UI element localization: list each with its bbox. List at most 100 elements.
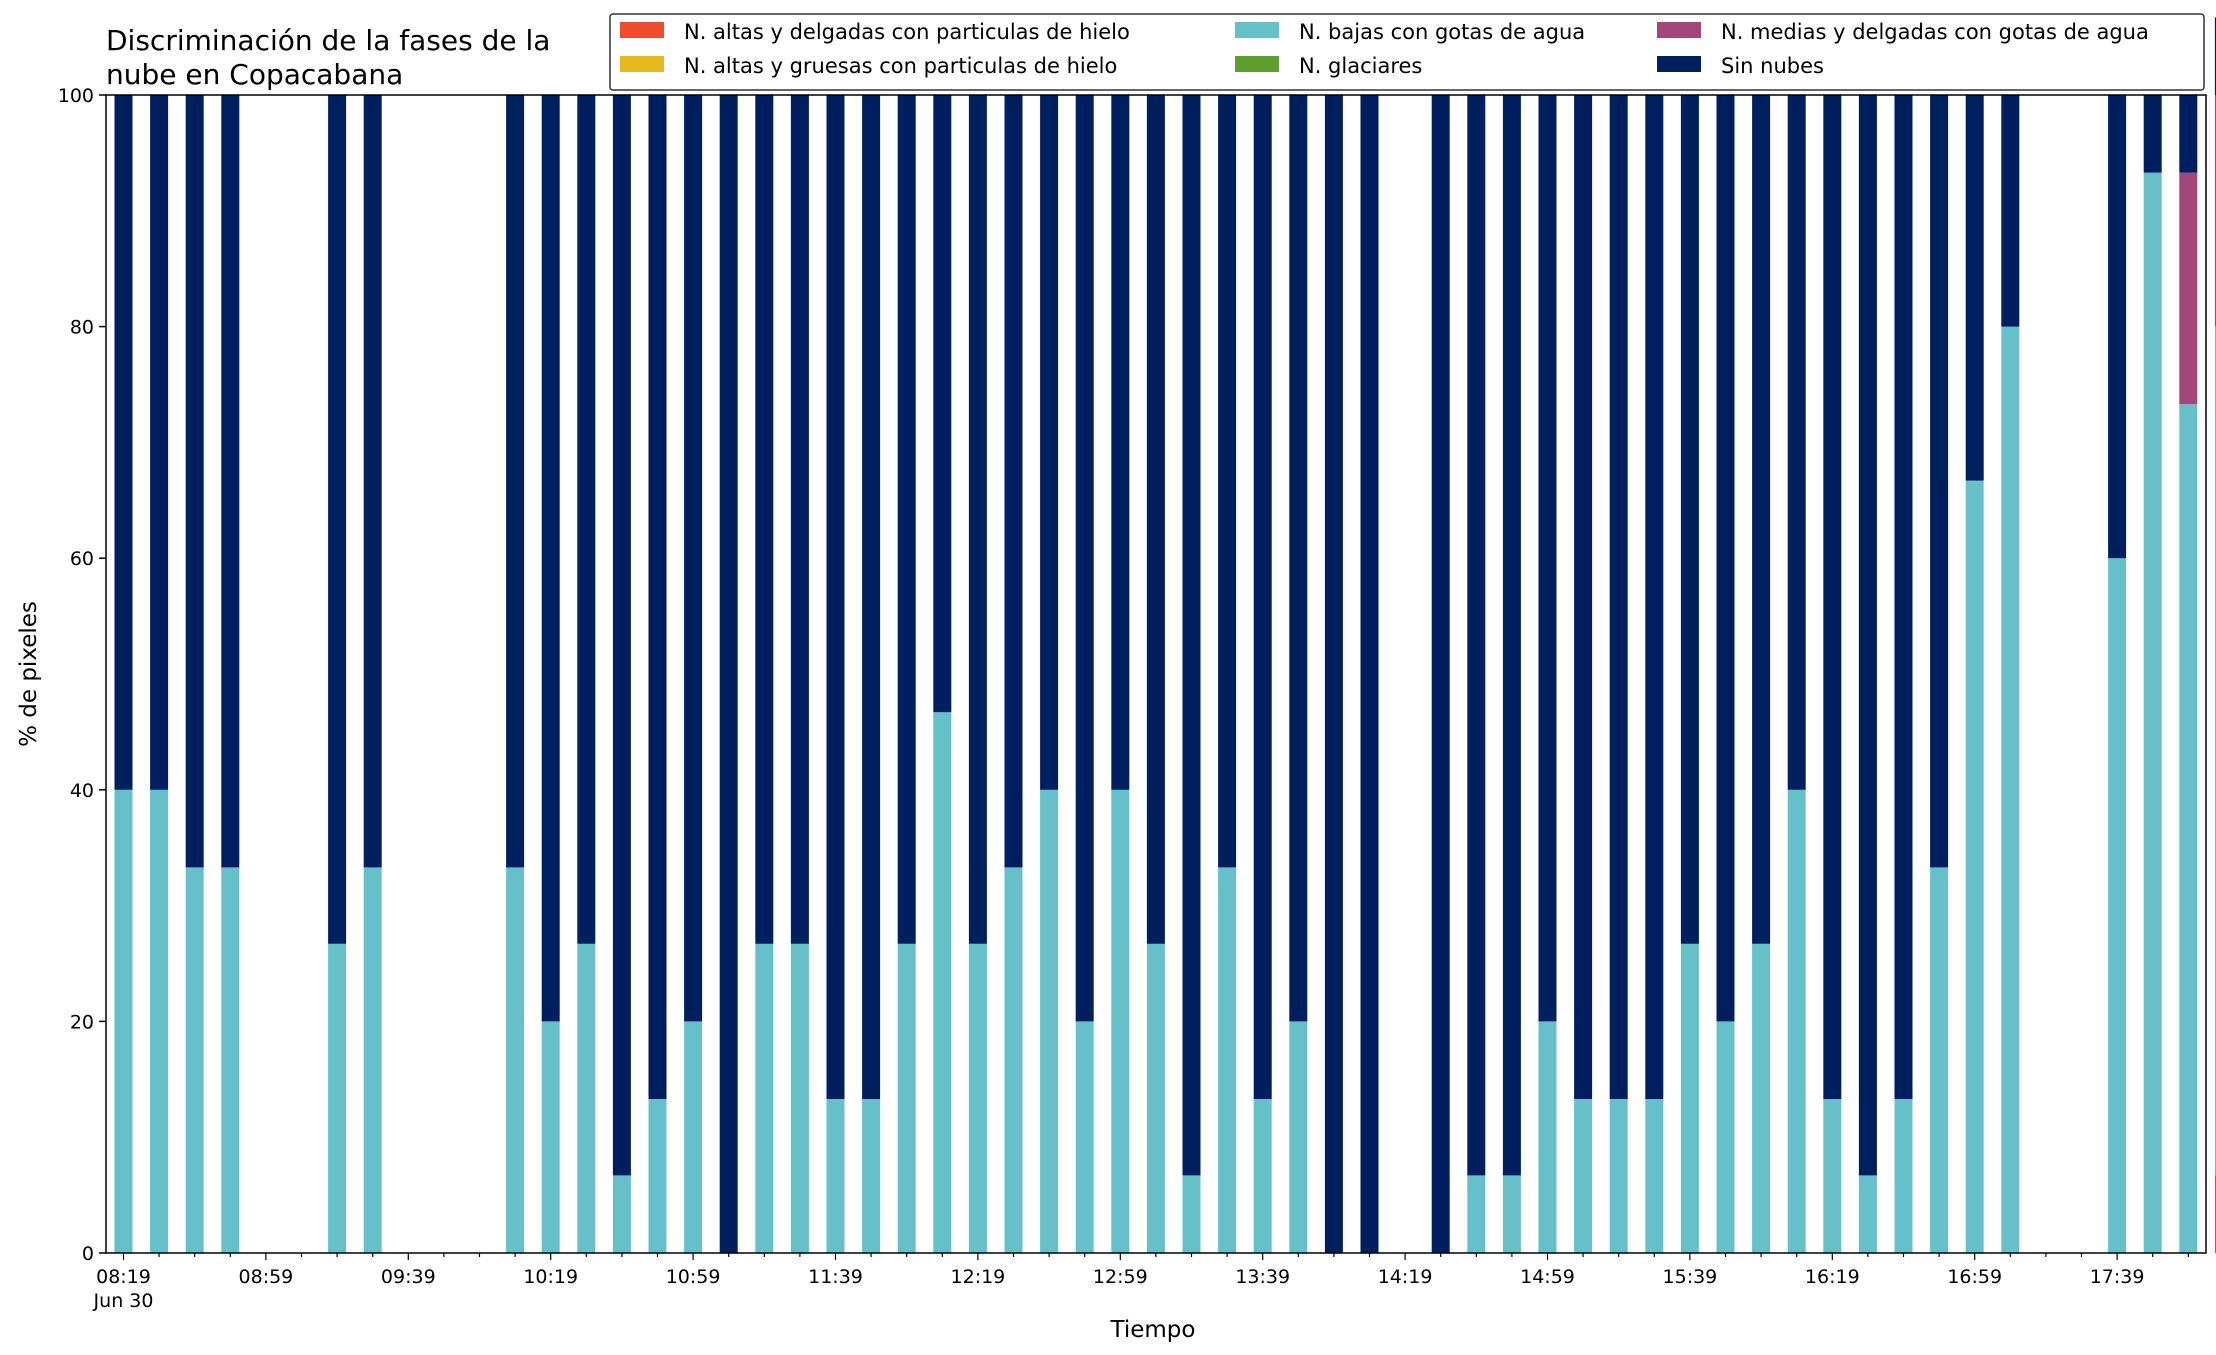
bar-segment-27-s5 xyxy=(1075,95,1094,1022)
bar-segment-50-s5 xyxy=(1894,95,1913,1099)
bar-segment-21-s5 xyxy=(862,95,881,1099)
bar-segment-50-s2 xyxy=(1894,1099,1913,1253)
bar-segment-41-s5 xyxy=(1574,95,1593,1099)
legend: N. altas y delgadas con particulas de hi… xyxy=(609,13,2205,91)
bar-segment-51-s5 xyxy=(1930,95,1949,868)
bar-segment-26-s2 xyxy=(1040,789,1059,1253)
bar-segment-11-s2 xyxy=(506,867,525,1253)
bar-segment-25-s5 xyxy=(1004,95,1023,868)
bar-segment-35-s5 xyxy=(1360,95,1379,1253)
bar-segment-32-s2 xyxy=(1253,1099,1272,1253)
legend-label-5: Sin nubes xyxy=(1721,54,1824,78)
y-tick-label-80: 80 xyxy=(70,317,94,339)
bar-segment-23-s2 xyxy=(933,712,952,1253)
bar-segment-43-s2 xyxy=(1645,1099,1664,1253)
bar-segment-26-s5 xyxy=(1040,95,1059,790)
bar-segment-40-s5 xyxy=(1538,95,1557,1022)
bar-segment-44-s2 xyxy=(1680,943,1699,1253)
bar-segment-46-s5 xyxy=(1752,95,1771,944)
bar-segment-2-s5 xyxy=(185,95,204,868)
bar-segment-6-s2 xyxy=(328,943,347,1253)
bar-segment-7-s5 xyxy=(363,95,382,868)
chart-title-line-2: nube en Copacabana xyxy=(106,58,403,91)
legend-label-0: N. altas y delgadas con particulas de hi… xyxy=(684,20,1130,44)
bar-segment-47-s2 xyxy=(1787,789,1806,1253)
bar-segment-19-s5 xyxy=(790,95,809,944)
bar-segment-0-s2 xyxy=(114,789,133,1253)
bar-segment-45-s2 xyxy=(1716,1021,1735,1253)
legend-label-4: N. medias y delgadas con gotas de agua xyxy=(1721,20,2149,44)
x-tick-label-7: 12:59 xyxy=(1093,1266,1148,1288)
bar-segment-29-s5 xyxy=(1146,95,1165,944)
x-tick-label-14: 17:39 xyxy=(2090,1266,2145,1288)
bar-segment-49-s5 xyxy=(1858,95,1877,1176)
y-tick-label-40: 40 xyxy=(70,780,94,802)
bar-segment-58-s4 xyxy=(2179,172,2198,405)
x-tick-label-13: 16:59 xyxy=(1947,1266,2002,1288)
bar-segment-32-s5 xyxy=(1253,95,1272,1099)
bar-segment-13-s2 xyxy=(577,943,596,1253)
x-tick-label-5: 11:39 xyxy=(808,1266,863,1288)
bar-segment-59-s2 xyxy=(2214,326,2216,1176)
y-tick-label-20: 20 xyxy=(70,1011,94,1033)
bar-segment-19-s2 xyxy=(790,943,809,1253)
legend-label-2: N. bajas con gotas de agua xyxy=(1299,20,1585,44)
legend-swatch-3 xyxy=(1235,56,1279,72)
x-tick-label-0: 08:19 xyxy=(96,1266,151,1288)
bar-segment-44-s5 xyxy=(1680,95,1699,944)
legend-swatch-0 xyxy=(620,22,664,38)
bar-segment-33-s2 xyxy=(1289,1021,1308,1253)
bar-segment-52-s2 xyxy=(1965,480,1984,1254)
bar-segment-3-s2 xyxy=(221,867,240,1253)
x-tick-label-8: 13:39 xyxy=(1235,1266,1290,1288)
bar-segment-33-s5 xyxy=(1289,95,1308,1022)
bar-segment-57-s2 xyxy=(2143,172,2162,1254)
bar-segment-48-s5 xyxy=(1823,95,1842,1099)
x-tick-label-9: 14:19 xyxy=(1378,1266,1433,1288)
bar-segment-56-s2 xyxy=(2108,558,2127,1253)
bar-segment-39-s5 xyxy=(1502,95,1521,1176)
x-tick-label-6: 12:19 xyxy=(951,1266,1006,1288)
bar-segment-24-s2 xyxy=(968,943,987,1253)
bar-segment-11-s5 xyxy=(506,95,525,868)
legend-swatch-5 xyxy=(1657,56,1701,72)
bar-segment-16-s2 xyxy=(684,1021,703,1253)
bar-segment-29-s2 xyxy=(1146,943,1165,1253)
bar-segment-27-s2 xyxy=(1075,1021,1094,1253)
bar-segment-16-s5 xyxy=(684,95,703,1022)
bars-layer xyxy=(114,17,2216,1254)
bar-segment-34-s5 xyxy=(1324,95,1343,1253)
x-axis-label: Tiempo xyxy=(1110,1317,1196,1343)
bar-segment-38-s5 xyxy=(1467,95,1486,1176)
bar-segment-22-s2 xyxy=(897,943,916,1253)
bar-segment-47-s5 xyxy=(1787,95,1806,790)
bar-segment-18-s5 xyxy=(755,95,774,944)
legend-swatch-4 xyxy=(1657,22,1701,38)
bar-segment-53-s5 xyxy=(2001,95,2020,327)
bar-segment-1-s5 xyxy=(150,95,169,790)
y-tick-label-60: 60 xyxy=(70,548,94,570)
x-tick-label-3: 10:19 xyxy=(523,1266,578,1288)
bar-segment-30-s5 xyxy=(1182,95,1201,1176)
bar-segment-14-s2 xyxy=(612,1175,631,1253)
y-tick-label-100: 100 xyxy=(58,85,94,107)
bar-segment-13-s5 xyxy=(577,95,596,944)
bar-segment-7-s2 xyxy=(363,867,382,1253)
x-tick-label-11: 15:39 xyxy=(1663,1266,1718,1288)
bar-segment-3-s5 xyxy=(221,95,240,868)
bar-segment-57-s5 xyxy=(2143,95,2162,173)
x-tick-sublabel: Jun 30 xyxy=(93,1290,154,1312)
bar-segment-20-s5 xyxy=(826,95,845,1099)
bar-segment-15-s2 xyxy=(648,1099,667,1253)
bar-segment-39-s2 xyxy=(1502,1175,1521,1253)
legend-label-1: N. altas y gruesas con particulas de hie… xyxy=(684,54,1117,78)
bar-segment-48-s2 xyxy=(1823,1099,1842,1253)
bar-segment-59-s5 xyxy=(2214,17,2216,95)
bar-segment-49-s2 xyxy=(1858,1175,1877,1253)
bar-segment-22-s5 xyxy=(897,95,916,944)
bar-segment-46-s2 xyxy=(1752,943,1771,1253)
x-tick-label-2: 09:39 xyxy=(381,1266,436,1288)
legend-box xyxy=(609,13,2205,91)
x-tick-label-1: 08:59 xyxy=(239,1266,294,1288)
